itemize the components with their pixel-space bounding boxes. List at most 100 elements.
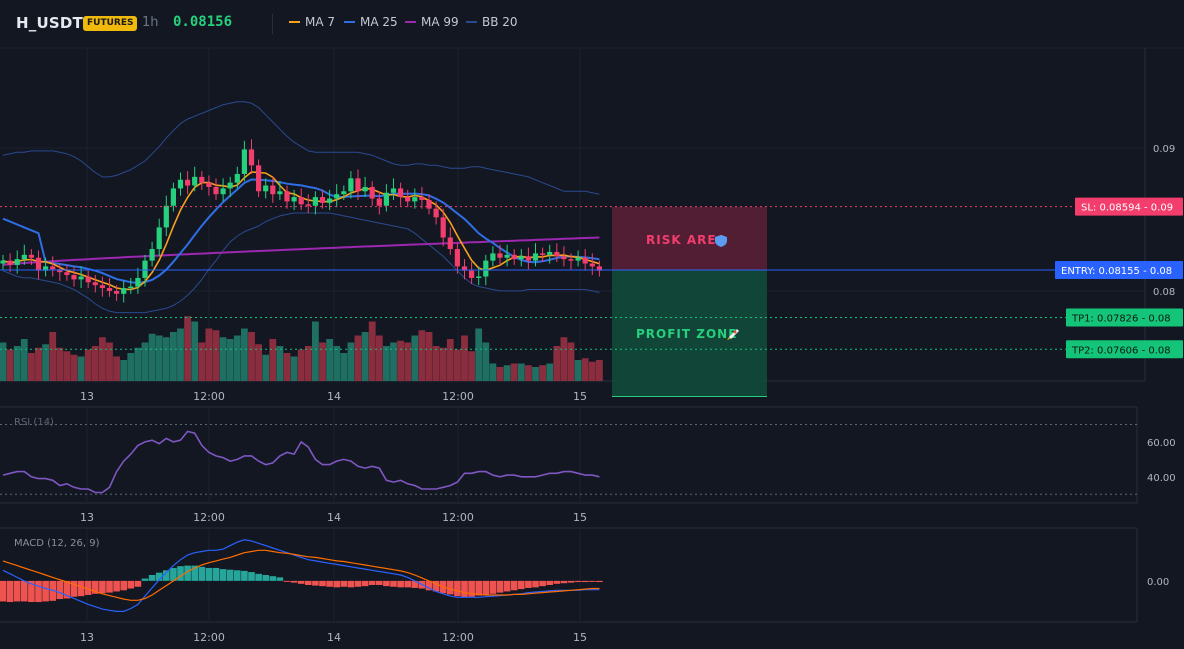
candle-body[interactable] <box>206 182 212 187</box>
candle-body[interactable] <box>348 178 354 192</box>
candle-body[interactable] <box>497 253 503 258</box>
candle-body[interactable] <box>135 277 141 287</box>
candle-body[interactable] <box>589 263 595 267</box>
rsi-pane[interactable]: RSI (14) 60.00 40.00 <box>0 417 1176 495</box>
candle-body[interactable] <box>149 249 155 261</box>
timeframe-label[interactable]: 1h <box>142 15 159 30</box>
candle-body[interactable] <box>7 260 13 265</box>
candle-body[interactable] <box>185 179 191 186</box>
candle-body[interactable] <box>490 253 496 261</box>
candle-body[interactable] <box>248 149 255 166</box>
time-axis[interactable]: 13 12:00 14 12:00 15 13 12:00 14 12:00 15 13 12:00 1… <box>80 390 587 644</box>
candle-body[interactable] <box>28 254 34 258</box>
candle-body[interactable] <box>156 227 162 250</box>
candle-body[interactable] <box>305 204 311 206</box>
candle-body[interactable] <box>596 266 602 271</box>
candle-body[interactable] <box>128 286 134 289</box>
candle-body[interactable] <box>192 176 198 186</box>
entry-level-tag[interactable] <box>1055 261 1183 279</box>
candle-body[interactable] <box>277 191 283 195</box>
candle-body[interactable] <box>21 254 27 260</box>
candle-body[interactable] <box>14 259 20 265</box>
candle-body[interactable] <box>142 260 148 278</box>
candle-body[interactable] <box>312 197 318 206</box>
candle-body[interactable] <box>504 254 510 258</box>
candle-body[interactable] <box>43 266 49 271</box>
candle-body[interactable] <box>291 197 297 202</box>
candle-body[interactable] <box>177 179 184 189</box>
sl-level-tag[interactable] <box>1075 197 1183 216</box>
candle-body[interactable] <box>227 182 233 189</box>
candle-body[interactable] <box>298 197 304 205</box>
candle-body[interactable] <box>234 173 240 183</box>
candle-body[interactable] <box>78 276 84 280</box>
candle-body[interactable] <box>85 276 91 283</box>
candle-body[interactable] <box>554 251 560 257</box>
legend-ma7[interactable]: MA 7 <box>289 15 335 29</box>
candle-body[interactable] <box>469 270 475 278</box>
candle-body[interactable] <box>256 165 262 192</box>
candle-body[interactable] <box>0 260 6 264</box>
legend-bb20[interactable]: BB 20 <box>466 15 518 29</box>
candle-body[interactable] <box>284 191 290 202</box>
candle-body[interactable] <box>71 275 77 280</box>
candle-body[interactable] <box>57 269 63 273</box>
candle-body[interactable] <box>199 176 205 183</box>
macd-pane[interactable]: MACD (12, 26, 9) 0.00 <box>0 538 1169 613</box>
candle-body[interactable] <box>270 185 276 195</box>
legend-ma99[interactable]: MA 99 <box>405 15 459 29</box>
tp2-level-tag[interactable] <box>1066 340 1183 359</box>
candle-body[interactable] <box>362 186 368 192</box>
candle-body[interactable] <box>121 288 127 294</box>
candle-body[interactable] <box>568 259 574 261</box>
candle-body[interactable] <box>319 197 326 203</box>
candle-body[interactable] <box>440 217 446 238</box>
candle-body[interactable] <box>341 191 347 195</box>
candle-body[interactable] <box>390 188 397 193</box>
candle-body[interactable] <box>369 186 375 199</box>
candle-body[interactable] <box>50 266 56 270</box>
price-axis[interactable]: 0.09 0.08 <box>1153 144 1175 298</box>
candle-body[interactable] <box>355 178 361 192</box>
candle-body[interactable] <box>106 288 113 291</box>
candle-body[interactable] <box>334 194 340 199</box>
candle-body[interactable] <box>419 197 425 200</box>
candle-body[interactable] <box>540 253 546 255</box>
candle-body[interactable] <box>476 276 482 278</box>
candle-body[interactable] <box>575 257 581 261</box>
candle-body[interactable] <box>525 256 531 261</box>
candle-body[interactable] <box>220 188 226 195</box>
symbol-title[interactable]: H_USDT <box>16 14 83 32</box>
candle-body[interactable] <box>170 188 176 206</box>
trade-levels[interactable]: SL: 0.08594 - 0.09 ENTRY: 0.08155 - 0.08 T… <box>0 197 1183 359</box>
candle-body[interactable] <box>163 205 169 228</box>
candle-body[interactable] <box>213 186 219 195</box>
candle-body[interactable] <box>461 266 468 271</box>
candle-body[interactable] <box>114 290 120 294</box>
candle-body[interactable] <box>511 254 517 260</box>
candle-body[interactable] <box>561 256 567 260</box>
candle-body[interactable] <box>483 260 489 277</box>
candle-body[interactable] <box>447 237 453 250</box>
candle-body[interactable] <box>99 285 105 289</box>
candle-body[interactable] <box>582 257 588 264</box>
candle-body[interactable] <box>532 253 539 261</box>
candle-body[interactable] <box>547 251 553 255</box>
candle-body[interactable] <box>64 272 70 276</box>
candle-body[interactable] <box>426 199 432 209</box>
candles[interactable] <box>0 139 602 303</box>
candle-body[interactable] <box>241 149 247 174</box>
candle-body[interactable] <box>383 192 389 206</box>
candle-body[interactable] <box>518 256 524 260</box>
candle-body[interactable] <box>433 208 439 218</box>
candle-body[interactable] <box>263 185 269 192</box>
tp1-level-tag[interactable] <box>1066 308 1183 327</box>
candle-body[interactable] <box>405 197 411 202</box>
candle-body[interactable] <box>398 188 404 198</box>
candle-body[interactable] <box>454 249 460 267</box>
legend-ma25[interactable]: MA 25 <box>344 15 398 29</box>
candle-body[interactable] <box>92 282 98 286</box>
candle-body[interactable] <box>327 198 333 203</box>
candle-body[interactable] <box>412 197 418 202</box>
